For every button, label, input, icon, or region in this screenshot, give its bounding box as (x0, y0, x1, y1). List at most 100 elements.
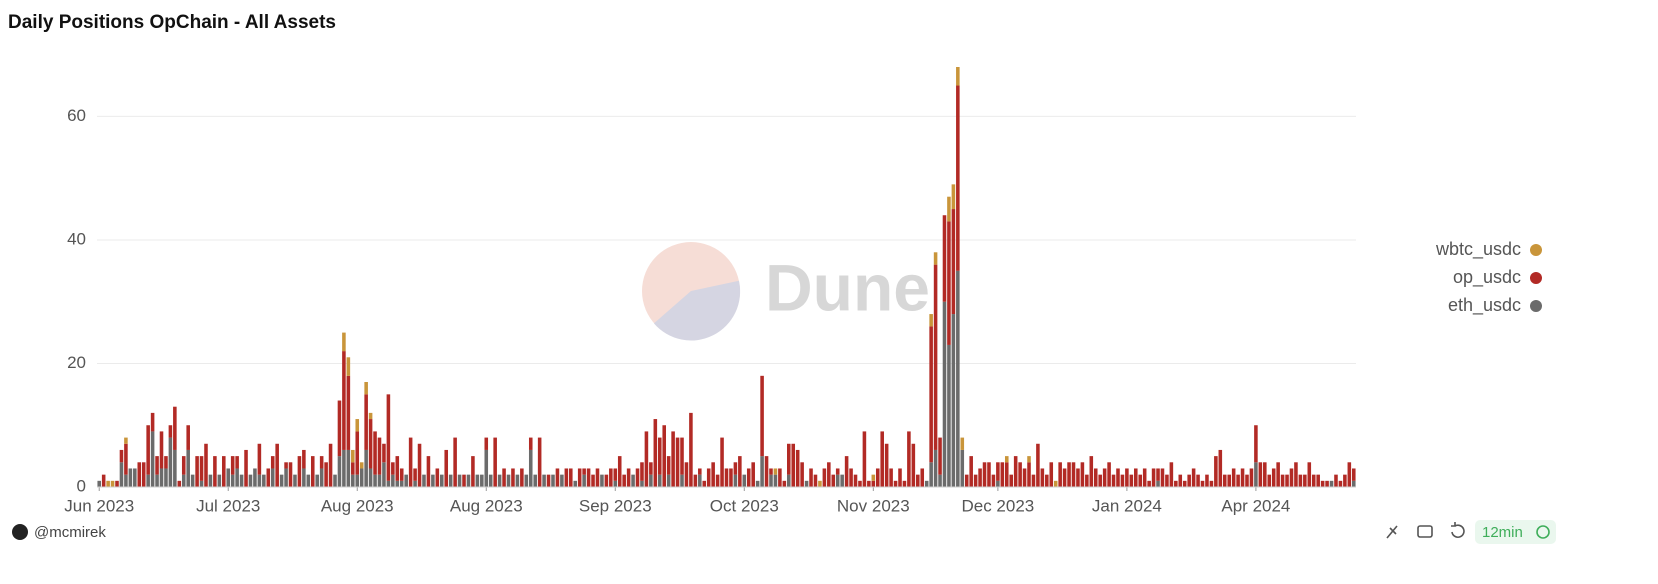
bar-segment (337, 456, 342, 487)
bar-segment (124, 474, 128, 487)
bar-segment (1276, 462, 1280, 487)
bar-segment (310, 456, 315, 487)
bar-segment (1343, 474, 1347, 487)
legend-label: wbtc_usdc (1435, 239, 1521, 260)
edit-icon[interactable] (1386, 525, 1398, 539)
bar-segment (230, 456, 235, 475)
bar-segment (617, 456, 622, 487)
bar-segment (1222, 474, 1227, 487)
bar-segment (408, 437, 413, 487)
bar-segment (373, 431, 377, 475)
bar-segment (840, 474, 844, 487)
bar-segment (898, 468, 902, 487)
x-tick-label: Jul 2023 (196, 496, 260, 515)
bar-segment (1125, 468, 1129, 487)
bar-segment (671, 431, 675, 487)
bar-segment (1027, 462, 1031, 487)
x-tick-label: Dec 2023 (961, 496, 1034, 515)
bar-segment (951, 209, 956, 315)
camera-icon[interactable] (1417, 525, 1433, 538)
bar-segment (733, 474, 738, 487)
bar-segment (1254, 425, 1258, 463)
bar-segment (920, 468, 925, 487)
bar-segment (1156, 480, 1160, 487)
bar-segment (693, 474, 698, 487)
bar-segment (1004, 456, 1009, 463)
bar-segment (355, 431, 360, 475)
bar-segment (520, 468, 524, 487)
bar-segment (515, 474, 520, 487)
bar-segment (1080, 462, 1085, 487)
bar-segment (680, 474, 684, 487)
refresh-icon[interactable] (1451, 522, 1465, 539)
bar-segment (582, 468, 586, 475)
bar-segment (417, 443, 422, 487)
refresh-badge[interactable] (1475, 520, 1556, 544)
bar-segment (1169, 462, 1174, 487)
bar-segment (787, 443, 791, 475)
bar-segment (266, 468, 271, 487)
bar-segment (973, 474, 978, 487)
bar-segment (942, 215, 947, 302)
bar-segment (364, 382, 368, 395)
bar-segment (444, 449, 449, 487)
bar-segment (141, 462, 146, 487)
bar-segment (1142, 468, 1147, 487)
bar-segment (577, 468, 582, 487)
bar-segment (1294, 462, 1298, 487)
x-tick-label: Apr 2024 (1221, 496, 1290, 515)
bar-segment (711, 462, 715, 487)
bar-segment (101, 474, 106, 487)
bar-segment (657, 437, 662, 475)
bar-segment (956, 85, 960, 271)
bar-segment (1200, 480, 1205, 487)
bar-segment (181, 456, 186, 475)
bar-segment (542, 474, 546, 487)
bar-segment (760, 375, 764, 457)
bar-segment (413, 468, 417, 481)
bar-segment (1053, 480, 1058, 487)
bar-segment (640, 462, 644, 481)
bar-segment (804, 480, 809, 487)
bar-segment (462, 474, 466, 487)
bar-segment (119, 449, 124, 463)
bar-segment (702, 480, 707, 487)
bar-segment (613, 480, 618, 487)
bar-segment (591, 474, 595, 487)
bar-segment (1076, 468, 1080, 487)
bar-segment (164, 468, 168, 487)
bar-segment (146, 474, 150, 487)
legend-label: op_usdc (1453, 267, 1521, 288)
bar-segment (386, 480, 391, 487)
bar-segment (159, 431, 164, 469)
bar-segment (1245, 474, 1249, 487)
bar-segment (230, 474, 235, 487)
bar-segment (996, 462, 1000, 481)
y-tick-label: 0 (77, 476, 86, 495)
bar-segment (97, 480, 102, 487)
bar-segment (835, 468, 840, 475)
bar-segment (764, 456, 769, 487)
bar-segment (1147, 480, 1151, 487)
bar-segment (875, 468, 880, 487)
bar-segment (827, 462, 831, 487)
bar-segment (453, 437, 457, 487)
bar-segment (150, 412, 155, 432)
bar-segment (1067, 462, 1071, 487)
bar-segment (1178, 474, 1183, 487)
bar-segment (782, 480, 787, 487)
bar-segment (355, 474, 360, 487)
bar-segment (907, 431, 911, 487)
bar-segment (666, 474, 671, 487)
bar-segment (1045, 474, 1049, 487)
bar-segment (351, 474, 355, 487)
bar-segment (248, 474, 253, 487)
bar-segment (537, 437, 542, 487)
bar-segment (818, 480, 822, 487)
bar-segment (1098, 474, 1102, 487)
bar-segment (422, 474, 426, 487)
bar-segment (1138, 474, 1143, 487)
bar-segment (844, 456, 849, 487)
bar-segment (853, 474, 858, 487)
